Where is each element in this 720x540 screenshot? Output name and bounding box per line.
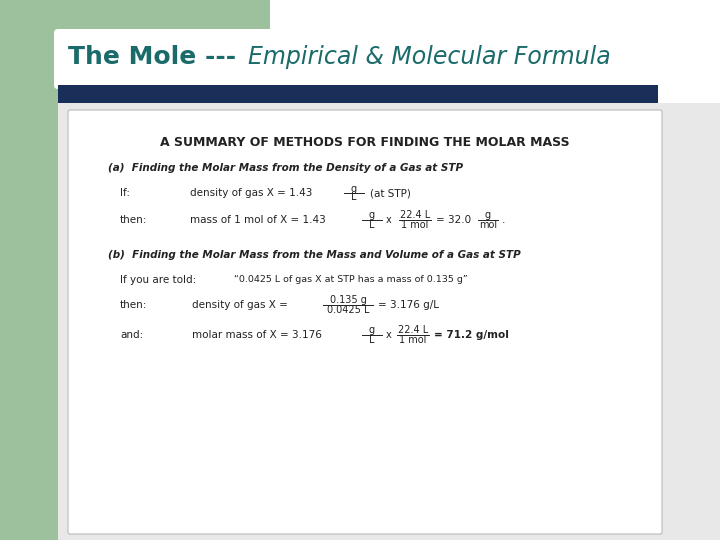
Text: x: x	[386, 330, 392, 340]
Text: 22.4 L: 22.4 L	[398, 325, 428, 335]
Text: (at STP): (at STP)	[370, 188, 411, 198]
Text: = 3.176 g/L: = 3.176 g/L	[378, 300, 439, 310]
Text: (b)  Finding the Molar Mass from the Mass and Volume of a Gas at STP: (b) Finding the Molar Mass from the Mass…	[108, 250, 521, 260]
FancyBboxPatch shape	[68, 110, 662, 534]
Text: “0.0425 L of gas X at STP has a mass of 0.135 g”: “0.0425 L of gas X at STP has a mass of …	[234, 275, 468, 285]
Text: A SUMMARY OF METHODS FOR FINDING THE MOLAR MASS: A SUMMARY OF METHODS FOR FINDING THE MOL…	[160, 136, 570, 148]
Bar	[58, 85, 658, 103]
Text: .: .	[502, 215, 505, 225]
Text: 0.135 g: 0.135 g	[330, 295, 366, 305]
Text: mass of 1 mol of X = 1.43: mass of 1 mol of X = 1.43	[190, 215, 325, 225]
Bar	[58, 103, 720, 540]
Text: If you are told:: If you are told:	[120, 275, 197, 285]
Bar	[0, 0, 58, 540]
Text: = 32.0: = 32.0	[436, 215, 471, 225]
Bar	[0, 0, 270, 100]
Text: density of gas X = 1.43: density of gas X = 1.43	[190, 188, 312, 198]
Text: then:: then:	[120, 300, 148, 310]
Text: g: g	[485, 210, 491, 220]
Text: = 71.2 g/mol: = 71.2 g/mol	[434, 330, 509, 340]
Text: g: g	[369, 210, 375, 220]
Text: g: g	[351, 184, 357, 194]
Text: Empirical & Molecular Formula: Empirical & Molecular Formula	[248, 45, 611, 69]
Text: 0.0425 L: 0.0425 L	[327, 305, 369, 315]
Text: The Mole ---: The Mole ---	[68, 45, 236, 69]
Text: L: L	[369, 335, 374, 345]
Text: (a)  Finding the Molar Mass from the Density of a Gas at STP: (a) Finding the Molar Mass from the Dens…	[108, 163, 463, 173]
Text: density of gas X =: density of gas X =	[192, 300, 288, 310]
Text: molar mass of X = 3.176: molar mass of X = 3.176	[192, 330, 322, 340]
Text: x: x	[386, 215, 392, 225]
Text: L: L	[351, 192, 356, 202]
Text: L: L	[369, 220, 374, 230]
Text: and:: and:	[120, 330, 143, 340]
Text: g: g	[369, 325, 375, 335]
Text: mol: mol	[479, 220, 497, 230]
Text: 1 mol: 1 mol	[401, 220, 428, 230]
Text: 1 mol: 1 mol	[400, 335, 427, 345]
FancyBboxPatch shape	[54, 29, 662, 89]
Text: 22.4 L: 22.4 L	[400, 210, 430, 220]
Text: then:: then:	[120, 215, 148, 225]
Text: If:: If:	[120, 188, 130, 198]
